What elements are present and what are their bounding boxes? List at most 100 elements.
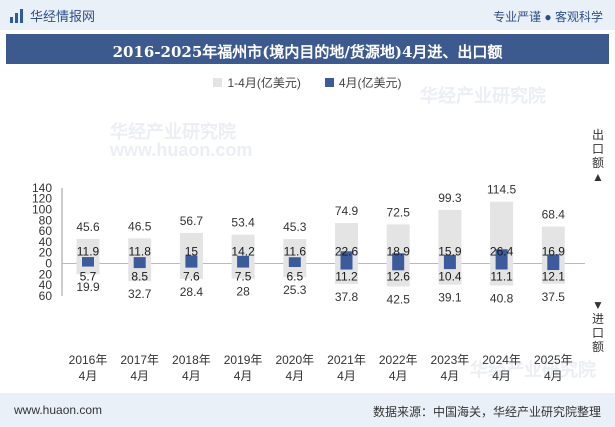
- bar-month-export: [392, 253, 405, 264]
- brand-name: 华经情报网: [30, 9, 96, 24]
- y-tick-label: 140: [32, 181, 52, 195]
- legend: 1-4月(亿美元) 4月(亿美元): [0, 74, 615, 91]
- bar-month-export: [82, 257, 94, 264]
- x-tick-label: 2018年 4月: [172, 353, 211, 383]
- legend-label-month: 4月(亿美元): [338, 76, 402, 90]
- y-tick-label: 100: [32, 203, 52, 217]
- bar-month-import: [392, 263, 405, 271]
- x-tick-label: 2025年 4月: [534, 353, 573, 383]
- bar-month-import: [133, 263, 146, 269]
- data-label-month-export: 16.9: [542, 245, 566, 259]
- y-tick-label: 40: [39, 278, 53, 292]
- chart-title: 2016-2025年福州市(境内目的地/货源地)4月进、出口额: [112, 43, 503, 61]
- y-tick-label: 60: [39, 289, 53, 303]
- legend-item-total: 1-4月(亿美元): [213, 74, 301, 91]
- bar-month-export: [237, 255, 250, 264]
- data-label-total-export: 45.6: [76, 220, 100, 234]
- slogan: 专业严谨 ● 客观科学: [493, 10, 603, 24]
- data-label-total-import: 42.5: [387, 292, 411, 306]
- data-label-total-export: 53.4: [231, 216, 255, 230]
- data-label-total-export: 72.5: [387, 205, 411, 219]
- data-label-total-import: 37.5: [542, 290, 566, 304]
- data-label-total-import: 39.1: [438, 291, 462, 305]
- bar-month-export: [547, 254, 560, 264]
- data-label-month-export: 22.6: [335, 245, 359, 259]
- data-label-total-import: 40.8: [490, 292, 514, 306]
- y-tick-label: 20: [39, 267, 53, 281]
- y-tick-label: 20: [39, 246, 53, 260]
- bar-total-export: [490, 201, 514, 264]
- data-label-month-import: 11.1: [490, 270, 513, 284]
- data-label-month-import: 12.1: [542, 270, 566, 284]
- data-label-month-export: 26.4: [490, 245, 514, 259]
- bar-month-export: [185, 255, 198, 264]
- x-tick-label: 2024年 4月: [482, 353, 521, 383]
- bar-month-import: [547, 263, 560, 271]
- data-label-month-export: 11.9: [77, 245, 100, 259]
- footer-site: www.huaon.com: [14, 403, 103, 417]
- data-label-total-export: 56.7: [180, 214, 204, 228]
- bar-month-import: [340, 263, 353, 270]
- legend-swatch-total: [213, 78, 223, 87]
- data-label-total-export: 74.9: [335, 204, 359, 218]
- data-label-month-import: 10.4: [438, 270, 462, 284]
- footer-band: www.huaon.com 数据来源：中国海关，华经产业研究院整理: [0, 393, 615, 427]
- bar-month-import: [443, 263, 456, 270]
- y-tick-label: 0: [45, 257, 52, 271]
- title-band: 2016-2025年福州市(境内目的地/货源地)4月进、出口额: [6, 34, 609, 64]
- data-label-total-export: 45.3: [283, 220, 307, 234]
- footer-source: 数据来源：中国海关，华经产业研究院整理: [372, 405, 601, 419]
- data-label-total-import: 32.7: [128, 287, 152, 301]
- x-tick-label: 2022年 4月: [379, 353, 418, 383]
- legend-label-total: 1-4月(亿美元): [227, 76, 301, 90]
- data-label-month-import: 7.6: [183, 270, 200, 284]
- data-label-month-export: 15: [185, 245, 199, 259]
- bar-total-import: [76, 263, 100, 275]
- data-label-month-import: 8.5: [131, 270, 148, 284]
- x-tick-label: 2023年 4月: [431, 353, 470, 383]
- data-label-total-import: 28.4: [180, 285, 204, 299]
- data-label-total-import: 28: [236, 285, 250, 299]
- data-label-total-export: 99.3: [438, 191, 462, 205]
- bar-chart-icon: [10, 8, 24, 23]
- data-label-total-import: 37.8: [335, 290, 359, 304]
- bar-month-export: [288, 257, 301, 264]
- legend-swatch-month: [324, 78, 334, 87]
- data-label-total-import: 19.9: [76, 280, 100, 294]
- bar-month-import: [185, 263, 198, 268]
- export-side-label: 出口额▲: [591, 128, 604, 184]
- x-tick-label: 2020年 4月: [275, 353, 314, 383]
- data-label-month-export: 18.9: [387, 245, 411, 259]
- bar-month-import: [495, 263, 508, 270]
- data-label-month-export: 11.6: [284, 245, 307, 259]
- data-label-total-export: 68.4: [542, 208, 566, 222]
- x-tick-label: 2016年 4月: [69, 353, 108, 383]
- bar-month-import: [82, 263, 94, 267]
- data-label-month-import: 5.7: [80, 270, 97, 284]
- data-label-month-export: 15.9: [438, 245, 462, 259]
- brand-logo: 华经情报网: [10, 6, 95, 25]
- y-tick-label: 60: [39, 224, 53, 238]
- bar-month-export: [443, 254, 456, 264]
- data-label-month-import: 7.5: [235, 270, 252, 284]
- data-label-month-import: 12.6: [387, 270, 411, 284]
- data-label-month-export: 11.8: [128, 245, 151, 259]
- legend-item-month: 4月(亿美元): [324, 74, 402, 91]
- y-tick-label: 80: [39, 213, 53, 227]
- y-tick-label: 120: [32, 192, 52, 206]
- x-tick-label: 2021年 4月: [327, 353, 366, 383]
- data-label-total-export: 114.5: [487, 183, 516, 197]
- data-label-month-import: 11.2: [335, 270, 358, 284]
- bar-month-import: [288, 263, 301, 268]
- bar-month-export: [495, 249, 508, 264]
- bar-month-import: [237, 263, 250, 268]
- bar-month-export: [133, 257, 146, 264]
- x-tick-label: 2019年 4月: [224, 353, 263, 383]
- data-label-month-export: 14.2: [231, 245, 255, 259]
- data-label-total-export: 46.5: [128, 219, 152, 233]
- bar-total-export: [541, 226, 565, 264]
- bar-total-export: [438, 209, 462, 264]
- data-label-month-import: 6.5: [286, 270, 303, 284]
